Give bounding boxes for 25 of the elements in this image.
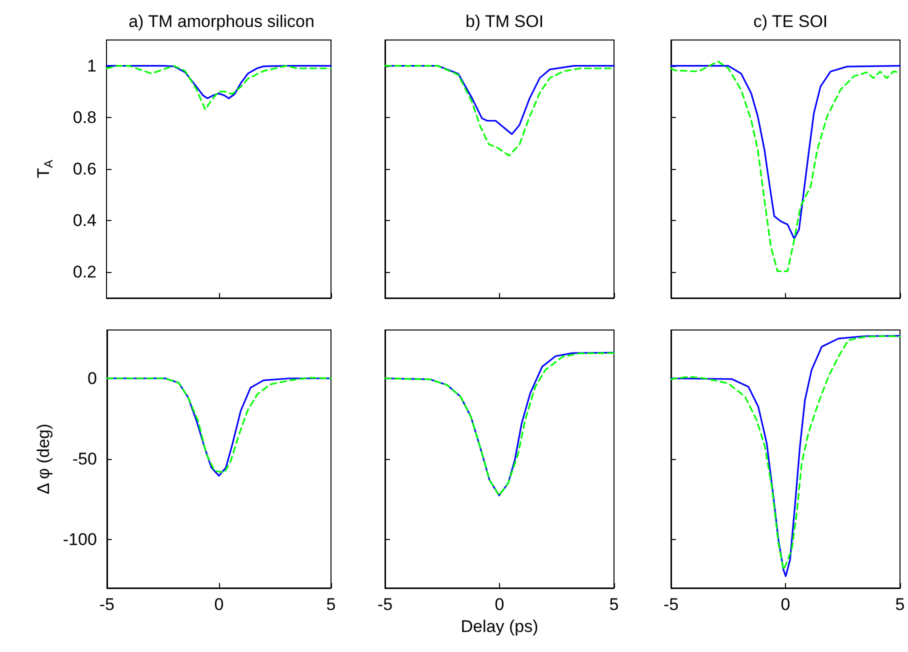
y-tick-label: 0.6 [72,160,96,178]
x-tick-label: -5 [663,595,679,614]
y-tick-label: -50 [72,450,97,468]
line-series [106,65,332,110]
x-tick-label: -5 [99,595,114,614]
x-tick-label: 5 [895,595,905,614]
x-tick-label: 0 [214,595,224,614]
x-tick-label: 5 [609,595,619,614]
y-axis-title: Δ φ (deg) [34,424,53,494]
x-tick-label: 0 [494,595,504,614]
y-tick-label: 0.8 [72,108,96,127]
y-tick-label: 0 [87,368,97,388]
y-tick-label: 1 [87,56,96,76]
x-tick-label: 0 [780,595,790,614]
chart-title: c) TE SOI [753,12,828,31]
x-tick-label: 5 [326,595,336,614]
x-axis-title: Delay (ps) [460,617,538,636]
y-axis-title: TA [34,160,56,178]
y-tick-label: 0.4 [72,211,96,230]
x-tick-label: -5 [377,595,393,614]
line-series [106,65,332,100]
chart-title: a) TM amorphous silicon [128,12,314,31]
chart-title: b) TM SOI [465,12,544,31]
y-tick-label: -100 [62,530,97,550]
y-tick-label: 0.2 [72,262,96,282]
